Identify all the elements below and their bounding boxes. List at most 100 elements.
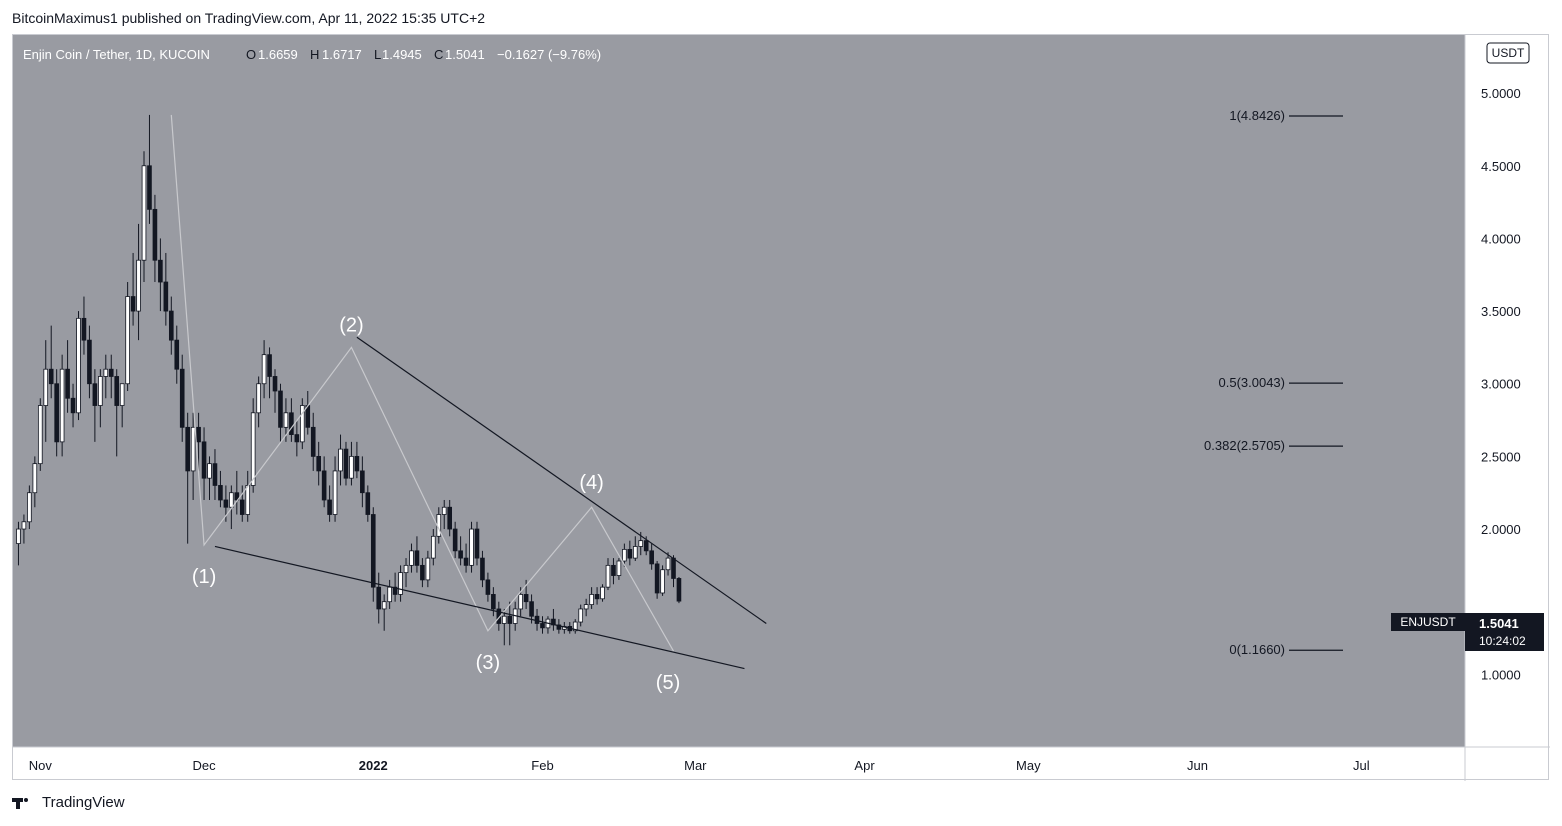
candle: [59, 354, 65, 457]
fib-level: 0.5(3.0043): [1219, 375, 1343, 390]
candle: [441, 499, 447, 530]
candle: [556, 619, 562, 634]
candle: [108, 354, 114, 399]
candle: [540, 616, 545, 634]
time-tick-label: 2022: [359, 758, 388, 773]
time-tick-label: Mar: [684, 758, 707, 773]
candle: [594, 587, 600, 605]
elliott-wave-path: [170, 114, 675, 652]
time-tick-label: Jun: [1187, 758, 1208, 773]
legend-low-value: 1.4945: [382, 47, 422, 62]
candle: [469, 521, 474, 573]
candle: [627, 540, 633, 566]
candle: [649, 543, 654, 570]
candle: [365, 485, 371, 522]
candle: [338, 434, 343, 486]
candle: [589, 587, 594, 609]
legend-low-label: L: [374, 47, 381, 62]
candle: [92, 369, 98, 442]
fib-label: 1(4.8426): [1229, 108, 1285, 123]
fib-label: 0(1.1660): [1229, 642, 1285, 657]
candle: [420, 558, 425, 588]
candle: [583, 598, 589, 617]
candle: [65, 340, 70, 413]
candle: [207, 456, 212, 500]
chart-frame[interactable]: (1) (2) (3) (4) (5) 1(4.8426) 0.5(3.0043) 0.38…: [12, 34, 1550, 781]
candle: [578, 604, 584, 627]
price-axis[interactable]: 5.0000 4.5000 4.0000 3.5000 3.0000 2.5000 2.00…: [1481, 86, 1521, 682]
time-tick-label: Jul: [1353, 758, 1370, 773]
legend-high-value: 1.6717: [322, 47, 362, 62]
candle: [485, 572, 491, 602]
candle: [605, 558, 611, 591]
candle: [403, 558, 409, 588]
currency-badge-box[interactable]: [1486, 42, 1530, 64]
candle: [463, 543, 469, 573]
tradingview-logo-icon: [12, 796, 36, 810]
fib-levels-group: 1(4.8426) 0.5(3.0043) 0.382(2.5705) 0(1.166…: [1204, 108, 1343, 657]
time-axis[interactable]: Nov Dec 2022 Feb Mar Apr May Jun Jul: [29, 758, 1370, 773]
candle: [103, 354, 109, 399]
time-tick-label: Dec: [192, 758, 216, 773]
candle: [370, 507, 376, 602]
legend-open-label: O: [246, 47, 256, 62]
candle: [43, 340, 49, 442]
candle: [212, 449, 218, 500]
candle: [229, 485, 234, 530]
legend-ohlc: O 1.6659 H 1.6717 L 1.4945 C 1.5041 −0.1…: [246, 47, 601, 62]
candle: [381, 594, 387, 631]
currency-badge[interactable]: USDT: [1492, 46, 1525, 60]
candle: [256, 376, 261, 428]
legend-high-label: H: [310, 47, 319, 62]
fib-label: 0.382(2.5705): [1204, 438, 1285, 453]
candle: [327, 485, 332, 522]
candle: [272, 369, 278, 413]
candle: [136, 223, 141, 341]
candle: [81, 296, 87, 355]
candle: [392, 572, 398, 602]
candle: [119, 383, 125, 428]
candle: [622, 543, 627, 567]
tradingview-footer[interactable]: TradingView: [12, 794, 125, 811]
candle: [310, 412, 316, 471]
candle: [447, 499, 453, 537]
legend-change: −0.1627 (−9.76%): [497, 47, 601, 62]
candle: [529, 594, 534, 624]
candle: [32, 456, 38, 508]
candle: [600, 584, 605, 602]
candle: [654, 561, 660, 599]
candle: [414, 536, 420, 573]
candle: [294, 420, 300, 457]
legend-symbol: Enjin Coin / Tether, 1D, KUCOIN: [23, 47, 210, 62]
candle: [87, 325, 92, 399]
candle: [289, 398, 294, 442]
candle: [114, 369, 120, 457]
lower-wedge-line: [214, 545, 745, 670]
price-tick-label: 3.0000: [1481, 377, 1521, 392]
wave-label-4: (4): [579, 472, 603, 494]
wave-label-1: (1): [192, 566, 216, 588]
candle: [431, 529, 436, 566]
wave-label-3: (3): [476, 652, 500, 674]
candle: [349, 441, 354, 486]
candle: [163, 252, 169, 326]
plot-background: [13, 35, 1465, 747]
wave-label-2: (2): [339, 314, 363, 336]
candles-group: [16, 114, 682, 646]
candle: [54, 369, 59, 457]
fib-level: 0.382(2.5705): [1204, 438, 1343, 453]
price-chart[interactable]: (1) (2) (3) (4) (5) 1(4.8426) 0.5(3.0043) 0.38…: [13, 35, 1550, 781]
candle: [676, 576, 682, 604]
candle: [299, 398, 305, 450]
candle: [239, 485, 245, 522]
ticker-badge: ENJUSDT: [1400, 615, 1456, 629]
tradingview-brand: TradingView: [42, 794, 125, 811]
candle: [130, 252, 136, 326]
legend-close-label: C: [434, 47, 443, 62]
ticker-badge-box: [1391, 613, 1465, 631]
candle: [278, 383, 283, 442]
candle: [185, 412, 190, 544]
candle: [360, 456, 365, 508]
last-price-badge-box: [1465, 613, 1544, 651]
candle: [234, 470, 240, 515]
